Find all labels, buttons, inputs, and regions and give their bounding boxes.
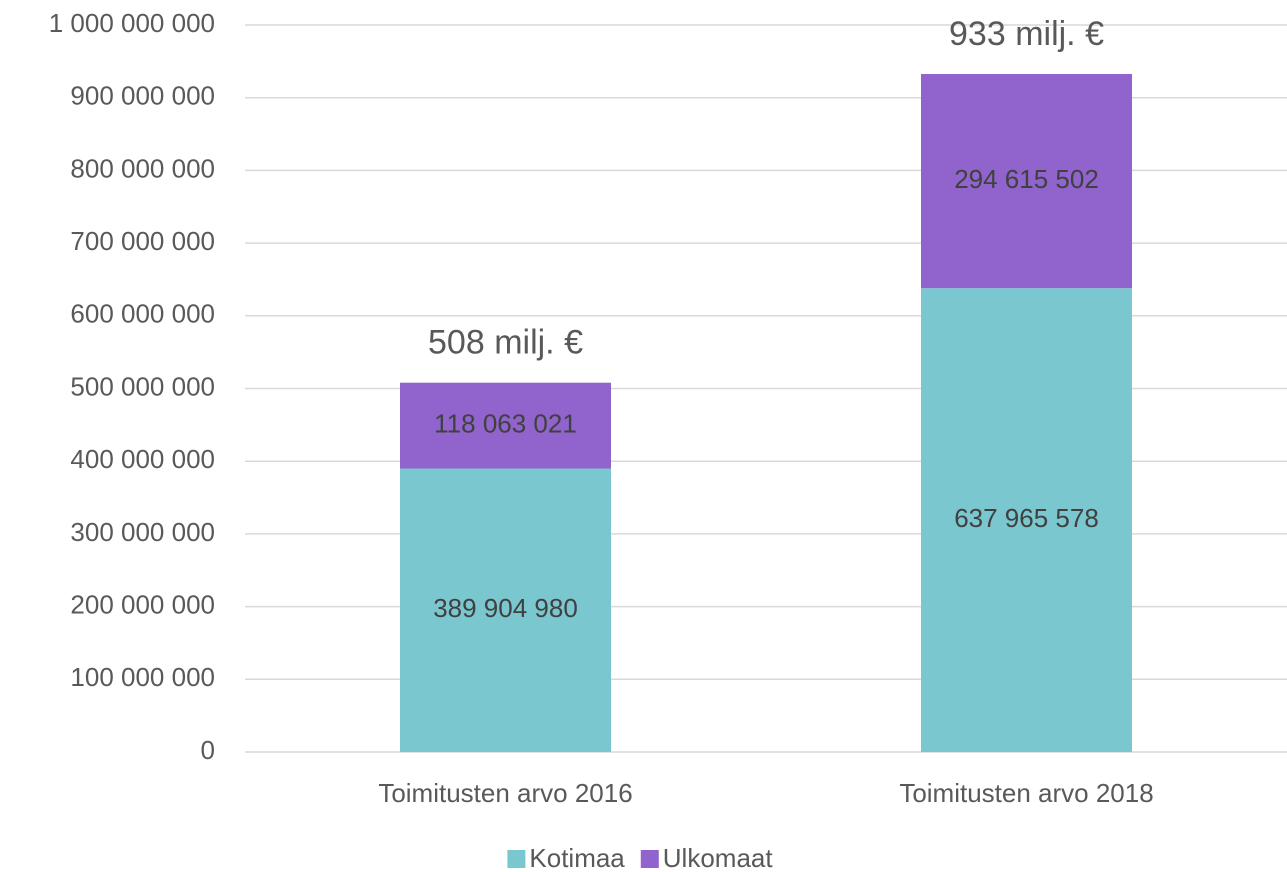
y-tick-label: 100 000 000 [70, 662, 215, 692]
y-tick-label: 700 000 000 [70, 226, 215, 256]
total-label: 508 milj. € [428, 324, 583, 362]
bar-segment [920, 288, 1133, 752]
y-tick-label: 0 [201, 735, 215, 765]
y-tick-label: 300 000 000 [70, 517, 215, 547]
y-tick-label: 800 000 000 [70, 153, 215, 183]
data-label: 118 063 021 [434, 408, 577, 438]
bar-segment [399, 468, 612, 752]
bar-segment [920, 74, 1133, 289]
y-tick-label: 1 000 000 000 [49, 8, 215, 38]
total-label: 933 milj. € [949, 15, 1104, 53]
y-tick-label: 600 000 000 [70, 299, 215, 329]
data-label: 294 615 502 [954, 164, 1099, 194]
legend-label: Ulkomaat [663, 843, 774, 872]
legend-swatch [640, 850, 659, 868]
y-tick-label: 200 000 000 [70, 589, 215, 619]
y-tick-label: 900 000 000 [70, 81, 215, 111]
legend-label: Kotimaa [529, 843, 625, 872]
y-tick-label: 500 000 000 [70, 371, 215, 401]
x-tick-label: Toimitusten arvo 2016 [378, 778, 632, 808]
y-tick-label: 400 000 000 [70, 444, 215, 474]
bar-segment [399, 382, 612, 469]
data-label: 637 965 578 [954, 503, 1099, 533]
x-tick-label: Toimitusten arvo 2018 [899, 778, 1153, 808]
legend-swatch [507, 850, 526, 868]
data-label: 389 904 980 [433, 593, 578, 623]
